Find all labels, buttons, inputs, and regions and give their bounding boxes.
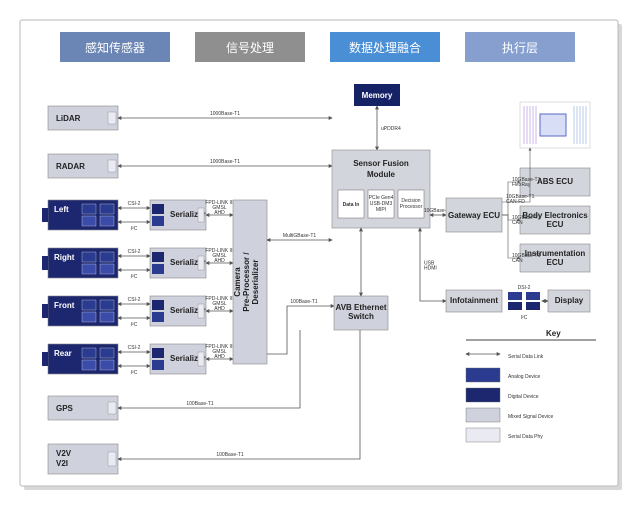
svg-text:100Base-T1: 100Base-T1: [216, 452, 243, 458]
header-label-0: 感知传感器: [85, 40, 145, 55]
svg-text:I²C: I²C: [131, 370, 138, 376]
camera-front: Front: [54, 301, 75, 310]
svg-text:DSI-2: DSI-2: [518, 285, 531, 291]
ecu-0: ABS ECU: [537, 177, 573, 186]
key-item-0: Serial Data Link: [508, 354, 544, 360]
camera-rear: Rear: [54, 349, 72, 358]
svg-text:I²C: I²C: [131, 226, 138, 232]
svg-text:100Base-T1: 100Base-T1: [290, 299, 317, 305]
gateway-ecu: Gateway ECU: [448, 211, 500, 220]
svg-text:CSI-2: CSI-2: [128, 249, 141, 255]
svg-text:CSI-2: CSI-2: [128, 201, 141, 207]
header-label-2: 数据处理融合: [349, 40, 421, 55]
link-cpp-sfm-label: MultiGBase-T1: [283, 233, 317, 239]
key-item-2: Digital Device: [508, 394, 539, 400]
display-block: Display: [555, 296, 584, 305]
svg-text:DecisionProcessor: DecisionProcessor: [400, 198, 423, 210]
svg-text:I²C: I²C: [131, 322, 138, 328]
svg-text:I²C: I²C: [521, 315, 528, 321]
key-item-4: Serial Data Phy: [508, 434, 543, 440]
link-lidar-label: 1000Base-T1: [210, 111, 240, 117]
sensor-lidar: LiDAR: [56, 114, 81, 123]
key-item-1: Analog Device: [508, 374, 540, 380]
svg-text:CSI-2: CSI-2: [128, 297, 141, 303]
svg-text:uPDDR4: uPDDR4: [381, 126, 401, 132]
svg-text:100Base-T1: 100Base-T1: [186, 401, 213, 407]
header-label-3: 执行层: [502, 41, 538, 55]
infotainment: Infotainment: [450, 296, 498, 305]
sensor-radar: RADAR: [56, 162, 85, 171]
key-title: Key: [546, 329, 561, 338]
header-label-1: 信号处理: [226, 41, 274, 55]
svg-text:CSI-2: CSI-2: [128, 345, 141, 351]
memory-block: Memory: [362, 91, 393, 100]
chip-illustration: [520, 102, 590, 148]
svg-text:Data In: Data In: [343, 202, 360, 208]
key-item-3: Mixed Signal Device: [508, 414, 554, 420]
camera-left: Left: [54, 205, 69, 214]
sensor-gps: GPS: [56, 404, 74, 413]
svg-text:I²C: I²C: [131, 274, 138, 280]
link-radar-label: 1000Base-T1: [210, 159, 240, 165]
camera-right: Right: [54, 253, 75, 262]
